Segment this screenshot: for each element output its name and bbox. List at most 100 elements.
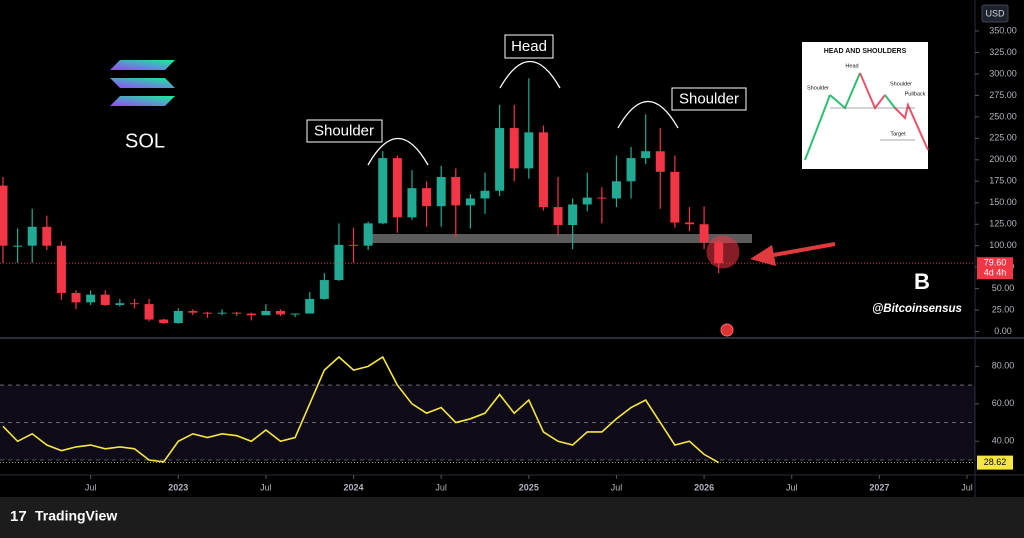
candle-body — [422, 188, 432, 207]
candle-body — [290, 313, 300, 315]
y-tick-label: 80.00 — [992, 361, 1015, 371]
y-tick-label: 325.00 — [989, 47, 1017, 57]
footer-logo: 17 — [10, 508, 27, 525]
inset-label: Head — [845, 63, 858, 69]
neckline — [372, 234, 752, 243]
watermark: @Bitcoinsensus — [872, 303, 962, 315]
rsi-line — [2, 355, 720, 464]
candle-body — [538, 132, 548, 208]
candle-body — [71, 292, 81, 303]
candle-body — [626, 158, 636, 182]
y-tick-label: 40.00 — [992, 436, 1015, 446]
candle-body — [495, 128, 505, 191]
candle-body — [684, 222, 694, 225]
y-tick-label: 0.00 — [994, 326, 1012, 336]
currency: USD — [985, 8, 1005, 18]
breakdown-circle — [706, 235, 740, 269]
candle-body — [100, 294, 110, 305]
candle-body — [670, 171, 680, 223]
x-tick-label: Jul — [435, 482, 447, 492]
candle-body — [261, 310, 271, 316]
candle-body — [378, 158, 388, 224]
last-value-box — [977, 455, 1013, 470]
candle-body — [451, 176, 461, 206]
y-tick-label: 125.00 — [989, 219, 1017, 229]
y-tick-label: 300.00 — [989, 68, 1017, 78]
inset-label: Shoulder — [890, 81, 912, 87]
candle-body — [436, 176, 446, 207]
symbol: SOL — [125, 130, 165, 152]
last-price-box — [977, 257, 1013, 280]
y-tick-label: 150.00 — [989, 197, 1017, 207]
head-arc — [499, 61, 561, 89]
event-icon[interactable] — [720, 323, 734, 337]
candle-body — [407, 188, 417, 218]
candle-body — [188, 310, 198, 313]
x-tick-label: Jul — [611, 482, 623, 492]
x-tick-label: 2025 — [519, 482, 539, 492]
candle-body — [509, 128, 519, 169]
y-tick-label: 60.00 — [992, 398, 1015, 408]
candle-body — [56, 245, 66, 293]
candle-body — [597, 197, 607, 199]
x-tick-label: 2027 — [869, 482, 889, 492]
y-tick-label: 175.00 — [989, 176, 1017, 186]
candle-body — [86, 294, 96, 303]
candle-body — [144, 304, 154, 320]
y-tick-label: 25.00 — [992, 304, 1015, 314]
footer[interactable]: TradingView — [35, 508, 117, 524]
y-tick-label: 225.00 — [989, 133, 1017, 143]
candle-body — [0, 185, 8, 246]
annotation: Shoulder — [679, 90, 739, 107]
candle-body — [568, 204, 578, 226]
y-tick-label: 350.00 — [989, 25, 1017, 35]
candle-body — [655, 151, 665, 172]
candle-body — [363, 223, 373, 246]
candle-body — [129, 303, 139, 305]
brand-logo — [910, 270, 934, 294]
y-tick-label: 50.00 — [992, 283, 1015, 293]
x-tick-label: Jul — [786, 482, 798, 492]
candle-body — [27, 226, 37, 246]
inset-label: Target — [890, 131, 906, 137]
last-value-label: 28.62 — [984, 457, 1007, 467]
sol-logo — [110, 60, 175, 106]
x-tick-label: Jul — [961, 482, 973, 492]
candle-body — [115, 303, 125, 305]
currency-box[interactable] — [981, 4, 1009, 23]
countdown: 4d 4h — [984, 268, 1007, 278]
candle-body — [611, 181, 621, 199]
candle-body — [699, 224, 709, 243]
inset-label: Pullback — [905, 91, 926, 97]
y-tick-label: 275.00 — [989, 90, 1017, 100]
x-tick-label: 2026 — [694, 482, 714, 492]
candle-body — [42, 226, 52, 246]
candle-body — [13, 245, 23, 247]
x-tick-label: 2024 — [344, 482, 364, 492]
x-tick-label: Jul — [260, 482, 272, 492]
shoulder-arc — [367, 138, 429, 166]
annotation: Head — [511, 38, 547, 55]
candle-body — [159, 319, 169, 323]
annotation-box — [504, 34, 554, 59]
x-tick-label: Jul — [85, 482, 97, 492]
candle-body — [246, 313, 256, 316]
annotation-box — [306, 119, 383, 143]
footer-bar — [0, 497, 1024, 538]
arrow — [750, 242, 836, 266]
candle-body — [173, 310, 183, 323]
candle-body — [305, 298, 315, 314]
candle-body — [465, 198, 475, 206]
candle-body — [641, 151, 651, 159]
candle-body — [480, 190, 490, 199]
brand-logo-letter: B — [914, 269, 930, 294]
candle-body — [392, 158, 402, 218]
inset: HEAD AND SHOULDERS Head Shoulder Shoulde… — [802, 42, 929, 169]
y-tick-label: 250.00 — [989, 111, 1017, 121]
candle-body — [319, 280, 329, 299]
candle-body — [202, 312, 212, 314]
candle-body — [232, 312, 242, 314]
y-tick-label: 100.00 — [989, 240, 1017, 250]
candle-body — [524, 132, 534, 169]
candle-body — [334, 244, 344, 281]
